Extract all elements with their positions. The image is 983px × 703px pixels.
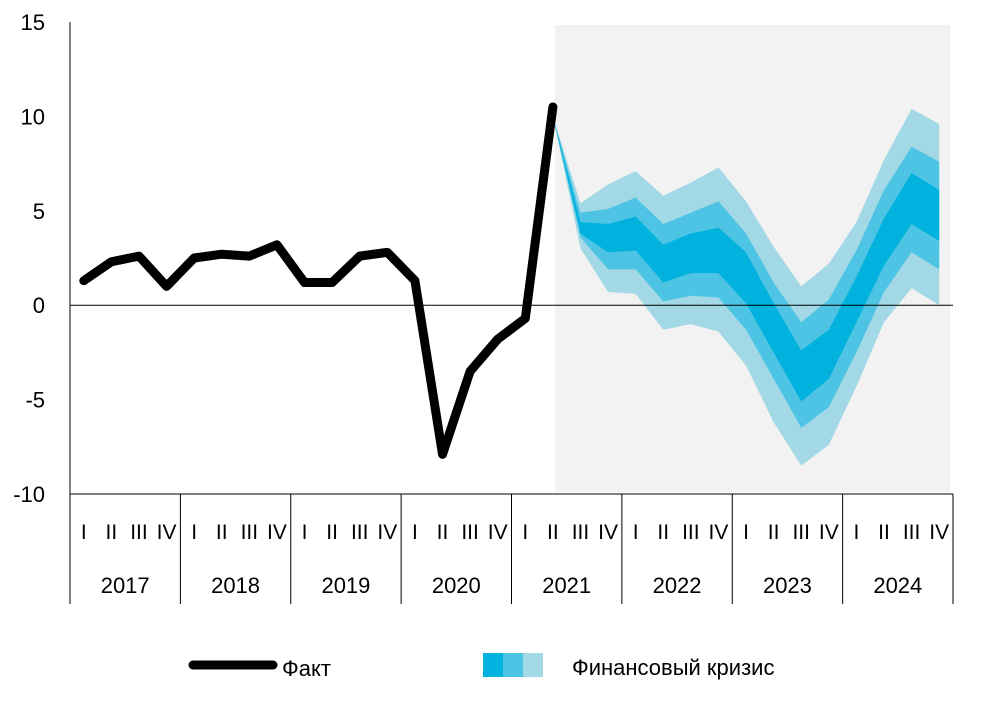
- quarter-label: III: [461, 521, 479, 544]
- quarter-label: III: [792, 521, 810, 544]
- quarter-label: I: [854, 521, 860, 544]
- legend-fact-label: Факт: [282, 656, 331, 681]
- legend-fan-swatch-mid: [503, 653, 523, 677]
- quarter-label: II: [216, 521, 228, 544]
- quarter-label: III: [241, 521, 259, 544]
- quarter-label: III: [682, 521, 700, 544]
- quarter-label: IV: [157, 521, 177, 544]
- y-tick-label: 15: [21, 10, 45, 35]
- quarter-label: I: [81, 521, 87, 544]
- quarter-label: IV: [709, 521, 729, 544]
- year-label: 2021: [542, 573, 591, 598]
- y-tick-label: 10: [21, 104, 45, 129]
- quarter-label: II: [878, 521, 890, 544]
- quarter-label: II: [547, 521, 559, 544]
- quarter-label: IV: [819, 521, 839, 544]
- quarter-label: III: [903, 521, 921, 544]
- quarter-label: IV: [267, 521, 287, 544]
- quarter-label: IV: [929, 521, 949, 544]
- quarter-label: II: [437, 521, 449, 544]
- year-label: 2017: [101, 573, 150, 598]
- quarter-label: II: [657, 521, 669, 544]
- year-label: 2023: [763, 573, 812, 598]
- quarter-label: III: [130, 521, 148, 544]
- quarter-label: I: [191, 521, 197, 544]
- fact-line: [79, 102, 558, 459]
- quarter-label: IV: [377, 521, 397, 544]
- quarter-label: I: [522, 521, 528, 544]
- y-tick-label: 5: [33, 199, 45, 224]
- legend-fan-swatch-inner: [483, 653, 503, 677]
- year-label: 2018: [211, 573, 260, 598]
- year-label: 2019: [321, 573, 370, 598]
- y-tick-label: -5: [25, 388, 45, 413]
- quarter-label: II: [106, 521, 118, 544]
- quarter-label: IV: [488, 521, 508, 544]
- year-label: 2022: [653, 573, 702, 598]
- year-label: 2020: [432, 573, 481, 598]
- quarter-label: III: [572, 521, 590, 544]
- quarter-label: III: [351, 521, 369, 544]
- quarter-label: I: [302, 521, 308, 544]
- quarter-label: IV: [598, 521, 618, 544]
- quarter-label: I: [412, 521, 418, 544]
- y-tick-label: 0: [33, 293, 45, 318]
- quarter-label: I: [633, 521, 639, 544]
- fan-band-inner: [552, 116, 940, 402]
- legend-fan-label: Финансовый кризис: [572, 655, 774, 680]
- y-tick-label: -10: [13, 482, 45, 507]
- quarter-label: II: [326, 521, 338, 544]
- year-label: 2024: [873, 573, 922, 598]
- legend-fan-swatch-outer: [523, 653, 543, 677]
- quarter-label: II: [768, 521, 780, 544]
- quarter-label: I: [743, 521, 749, 544]
